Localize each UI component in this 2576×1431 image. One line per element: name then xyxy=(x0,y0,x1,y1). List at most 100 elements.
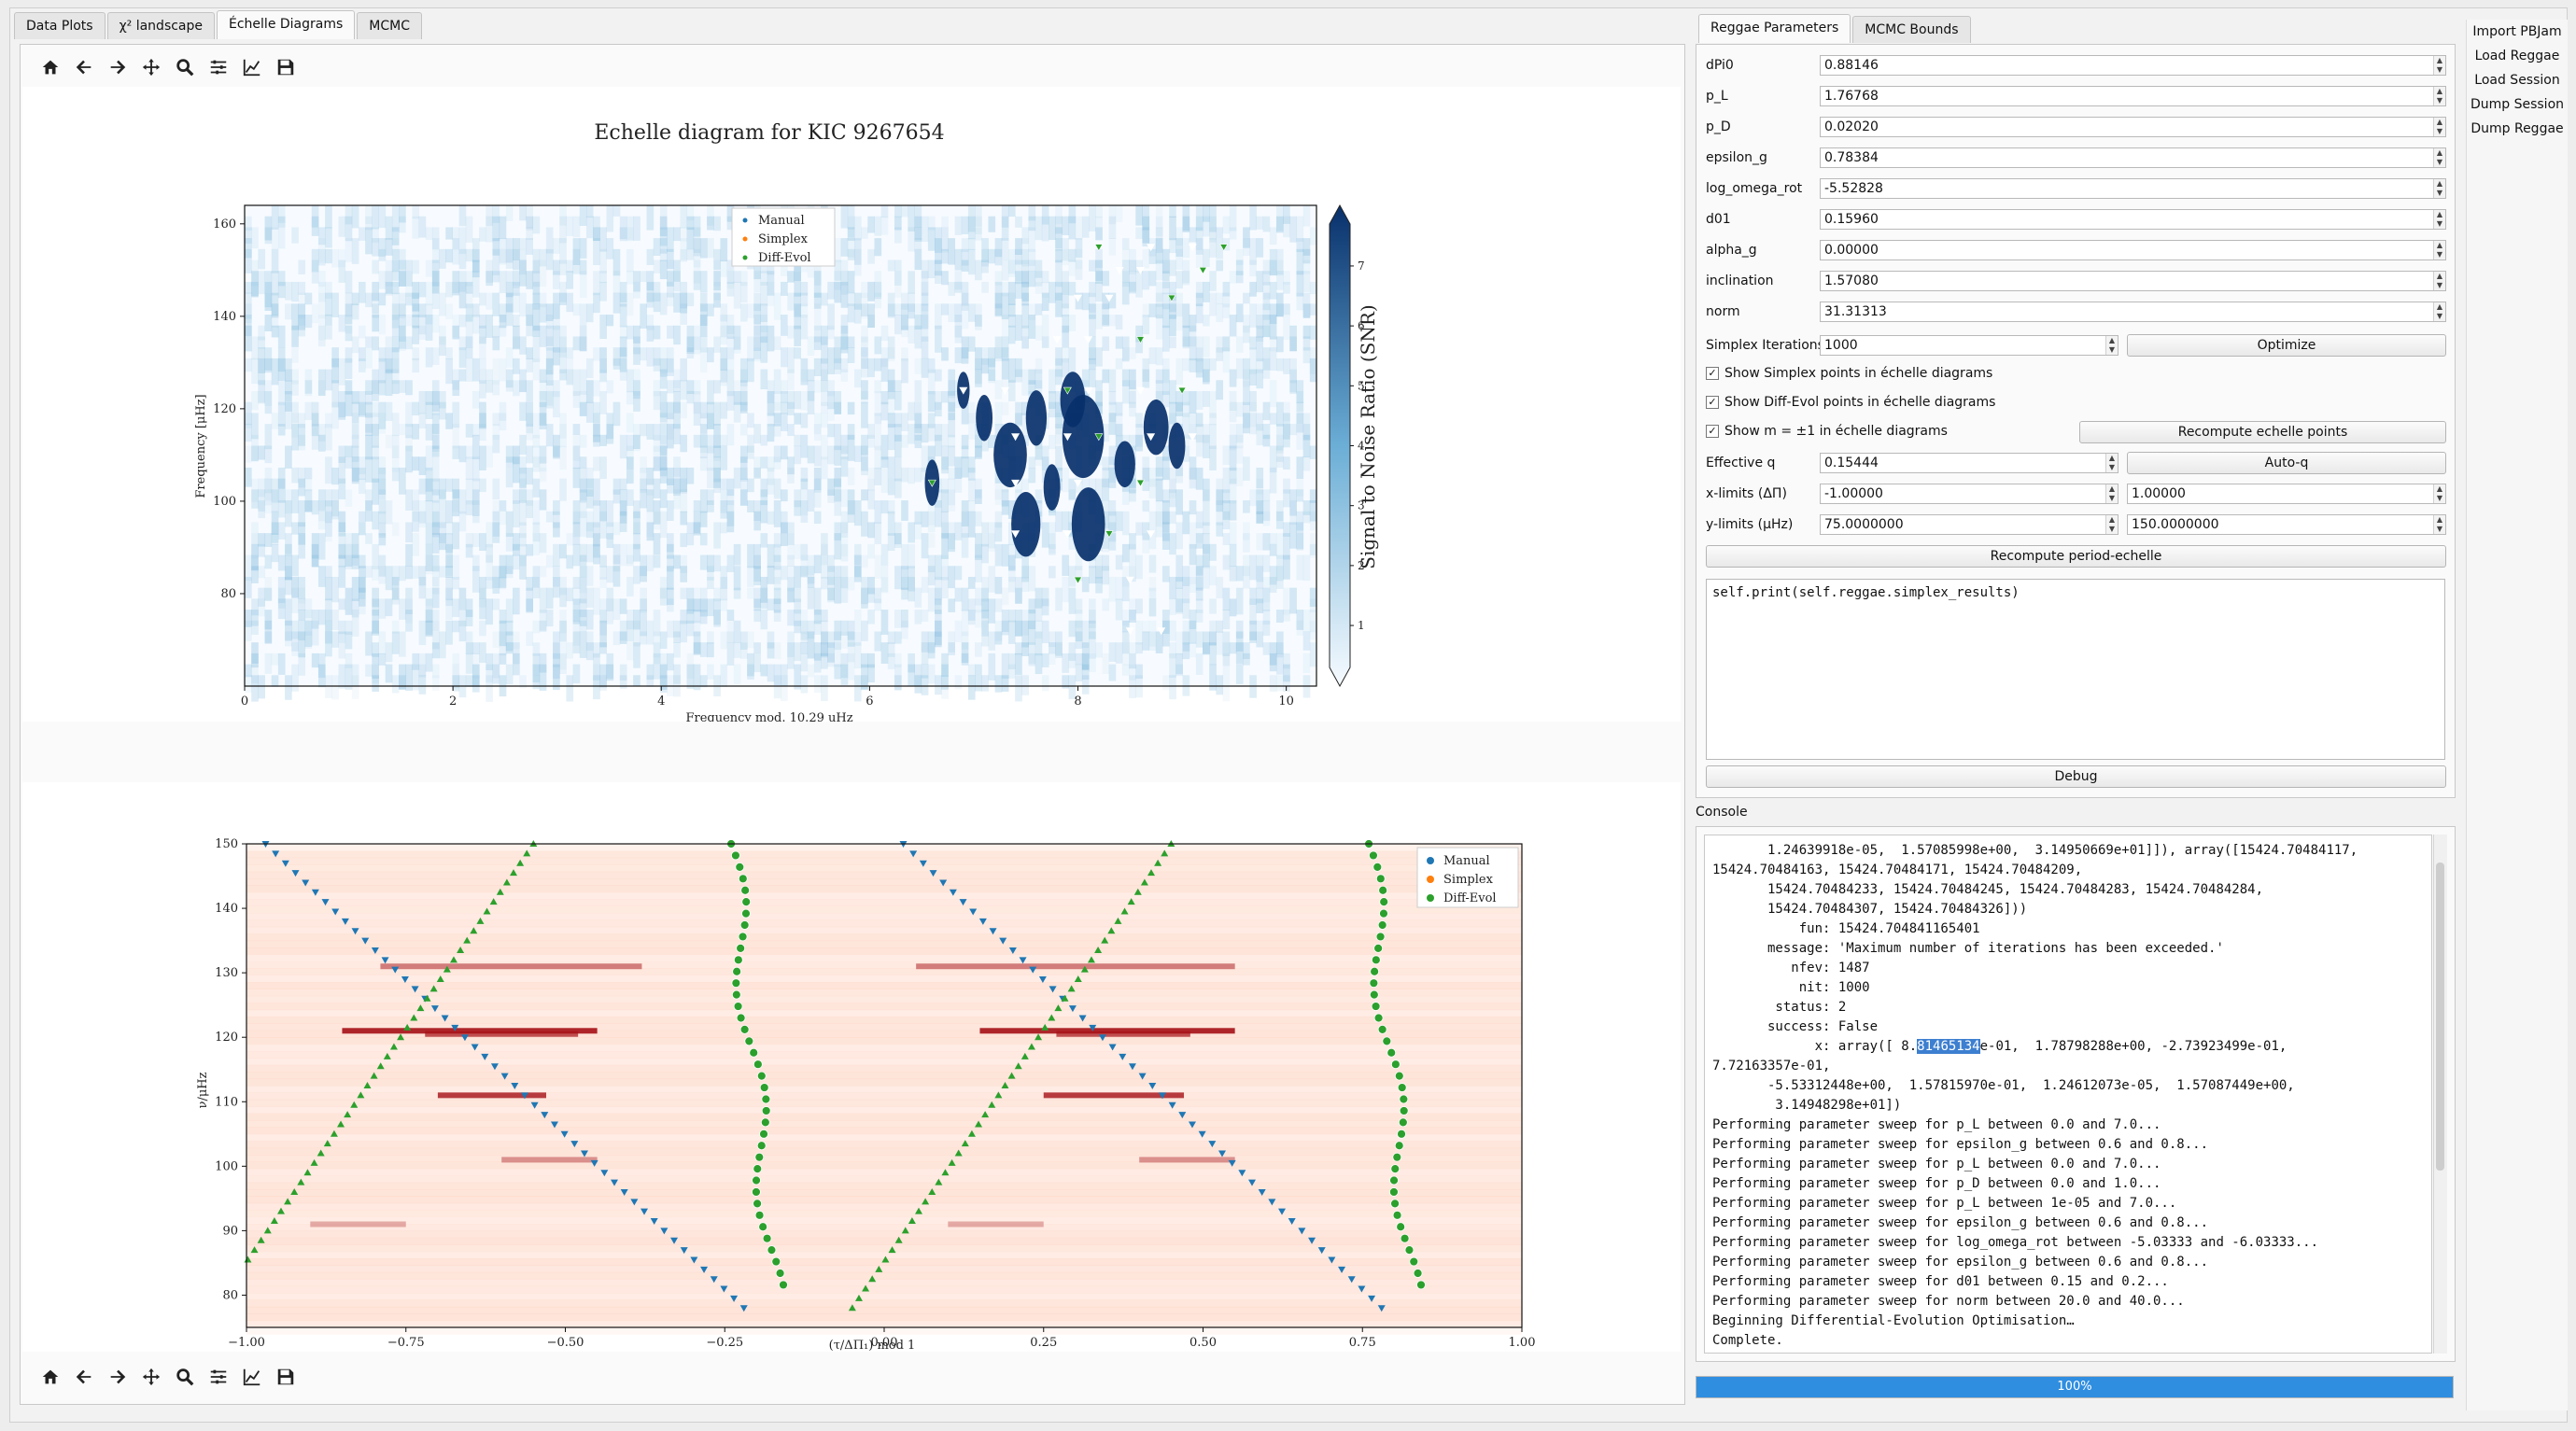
scrollbar-thumb[interactable] xyxy=(2436,863,2444,1171)
back-arrow-icon[interactable] xyxy=(71,1364,97,1390)
heatmap-cell xyxy=(827,489,835,503)
spin-arrows-icon[interactable]: ▲ ▼ xyxy=(2105,484,2118,503)
param-input-inclination[interactable]: 1.57080 ▲ ▼ xyxy=(1820,271,2446,291)
console-scrollbar[interactable] xyxy=(2433,835,2447,1354)
period-echelle-chart-svg[interactable]: (τ/ΔΠ₁) mod 1 ν/μHz −1.00 −0.75 −0.50 −0.25… xyxy=(22,782,1681,1353)
param-input-p-d[interactable]: 0.02020 ▲ ▼ xyxy=(1820,117,2446,137)
import-pbjam-button[interactable]: Import PBJam xyxy=(2472,24,2562,39)
spin-arrows-icon[interactable]: ▲ ▼ xyxy=(2105,336,2118,355)
heatmap-cell xyxy=(1189,358,1197,372)
x-limit-min-value: -1.00000 xyxy=(1824,486,1883,501)
tab-echelle-diagrams[interactable]: Échelle Diagrams xyxy=(217,10,356,39)
pan-icon[interactable] xyxy=(138,54,164,80)
param-input-dpi0[interactable]: 0.88146 ▲ ▼ xyxy=(1820,55,2446,76)
echelle-chart-svg[interactable]: Echelle diagram for KIC 9267654 Frequenc… xyxy=(22,87,1681,725)
heatmap-cell xyxy=(1108,533,1117,551)
heatmap-cell xyxy=(486,216,493,243)
back-arrow-icon[interactable] xyxy=(71,54,97,80)
show-simplex-checkbox[interactable]: ✓ Show Simplex points in échelle diagrams xyxy=(1706,363,1992,384)
heatmap-cell xyxy=(264,576,273,601)
param-input-alpha-g[interactable]: 0.00000 ▲ ▼ xyxy=(1820,240,2446,260)
param-input-p-l[interactable]: 1.76768 ▲ ▼ xyxy=(1820,86,2446,106)
param-input-epsilon-g[interactable]: 0.78384 ▲ ▼ xyxy=(1820,147,2446,168)
edit-curve-icon[interactable] xyxy=(239,1364,265,1390)
heatmap-cell xyxy=(452,522,460,550)
show-diffevol-checkbox[interactable]: ✓ Show Diff-Evol points in échelle diagra… xyxy=(1706,392,1995,413)
param-label-log-omega-rot: log_omega_rot xyxy=(1706,181,1803,196)
tab-reggae-parameters[interactable]: Reggae Parameters xyxy=(1698,14,1851,43)
dump-session-button[interactable]: Dump Session xyxy=(2470,97,2565,112)
heatmap-cell xyxy=(553,566,560,587)
code-input[interactable]: self.print(self.reggae.simplex_results) xyxy=(1706,579,2445,760)
heatmap-cell xyxy=(378,467,387,495)
spin-arrows-icon[interactable]: ▲ ▼ xyxy=(2433,515,2445,534)
console-output[interactable]: 1.24639918e-05, 1.57085998e+00, 3.149506… xyxy=(1704,835,2432,1354)
recompute-period-echelle-button[interactable]: Recompute period-echelle xyxy=(1706,545,2446,568)
heatmap-cell xyxy=(713,380,721,394)
y-limit-max-input[interactable]: 150.0000000 ▲ ▼ xyxy=(2127,514,2446,535)
spin-arrows-icon[interactable]: ▲ ▼ xyxy=(2433,118,2445,136)
param-input-d01[interactable]: 0.15960 ▲ ▼ xyxy=(1820,209,2446,230)
heatmap-cell xyxy=(726,260,735,285)
spin-arrows-icon[interactable]: ▲ ▼ xyxy=(2433,179,2445,198)
x-limit-max-input[interactable]: 1.00000 ▲ ▼ xyxy=(2127,484,2446,504)
auto-q-button[interactable]: Auto-q xyxy=(2127,452,2446,474)
heatmap-cell xyxy=(626,248,634,273)
param-input-norm[interactable]: 31.31313 ▲ ▼ xyxy=(1820,302,2446,322)
home-icon[interactable] xyxy=(37,1364,63,1390)
zoom-icon[interactable] xyxy=(172,54,198,80)
colorbar-tick-label: 6 xyxy=(1358,319,1365,332)
spin-arrows-icon[interactable]: ▲ ▼ xyxy=(2433,210,2445,229)
x-limit-min-input[interactable]: -1.00000 ▲ ▼ xyxy=(1820,484,2119,504)
tab-mcmc[interactable]: MCMC xyxy=(357,12,423,39)
dump-reggae-button[interactable]: Dump Reggae xyxy=(2470,121,2564,136)
heatmap-cell xyxy=(834,489,842,516)
heatmap-cell xyxy=(1182,576,1190,604)
spin-arrows-icon[interactable]: ▲ ▼ xyxy=(2433,272,2445,290)
spin-arrows-icon[interactable]: ▲ ▼ xyxy=(2433,484,2445,503)
tab-chi2-landscape[interactable]: χ² landscape xyxy=(106,12,216,39)
debug-button[interactable]: Debug xyxy=(1706,765,2446,788)
configure-icon[interactable] xyxy=(205,1364,232,1390)
mode-point xyxy=(1338,1266,1346,1273)
simplex-iterations-input[interactable]: 1000 ▲ ▼ xyxy=(1820,335,2119,356)
edit-curve-icon[interactable] xyxy=(239,54,265,80)
tab-data-plots[interactable]: Data Plots xyxy=(14,12,106,39)
configure-icon[interactable] xyxy=(205,54,232,80)
heatmap-cell xyxy=(431,445,440,457)
forward-arrow-icon[interactable] xyxy=(105,1364,131,1390)
mode-point xyxy=(1089,1024,1097,1031)
spin-arrows-icon[interactable]: ▲ ▼ xyxy=(2433,148,2445,167)
heatmap-cell xyxy=(1203,478,1210,501)
y-limit-min-input[interactable]: 75.0000000 ▲ ▼ xyxy=(1820,514,2119,535)
param-input-log-omega-rot[interactable]: -5.52828 ▲ ▼ xyxy=(1820,178,2446,199)
heatmap-cell xyxy=(659,216,668,237)
optimize-button[interactable]: Optimize xyxy=(2127,334,2446,357)
heatmap-cell xyxy=(399,325,406,349)
load-reggae-button[interactable]: Load Reggae xyxy=(2474,49,2560,63)
show-m-checkbox[interactable]: ✓ Show m = ±1 in échelle diagrams xyxy=(1706,421,1948,442)
spin-arrows-icon[interactable]: ▲ ▼ xyxy=(2433,56,2445,75)
pan-icon[interactable] xyxy=(138,1364,164,1390)
tab-mcmc-bounds[interactable]: MCMC Bounds xyxy=(1852,16,1971,43)
spin-arrows-icon[interactable]: ▲ ▼ xyxy=(2433,302,2445,321)
heatmap-cell xyxy=(513,315,520,327)
home-icon[interactable] xyxy=(37,54,63,80)
effective-q-input[interactable]: 0.15444 ▲ ▼ xyxy=(1820,453,2119,473)
zoom-icon[interactable] xyxy=(172,1364,198,1390)
heatmap-cell xyxy=(1262,533,1271,551)
y-axis-label: ν/μHz xyxy=(196,1072,210,1108)
spin-arrows-icon[interactable]: ▲ ▼ xyxy=(2105,515,2118,534)
save-icon[interactable] xyxy=(273,54,299,80)
heatmap-cell xyxy=(325,424,332,451)
heatmap-cell xyxy=(1055,227,1063,249)
spin-arrows-icon[interactable]: ▲ ▼ xyxy=(2433,241,2445,260)
spin-arrows-icon[interactable]: ▲ ▼ xyxy=(2105,454,2118,472)
recompute-echelle-points-button[interactable]: Recompute echelle points xyxy=(2079,421,2446,443)
heatmap-cell xyxy=(277,587,286,609)
load-session-button[interactable]: Load Session xyxy=(2474,73,2560,88)
forward-arrow-icon[interactable] xyxy=(105,54,131,80)
spin-arrows-icon[interactable]: ▲ ▼ xyxy=(2433,87,2445,105)
save-icon[interactable] xyxy=(273,1364,299,1390)
heatmap-cell xyxy=(258,566,266,579)
